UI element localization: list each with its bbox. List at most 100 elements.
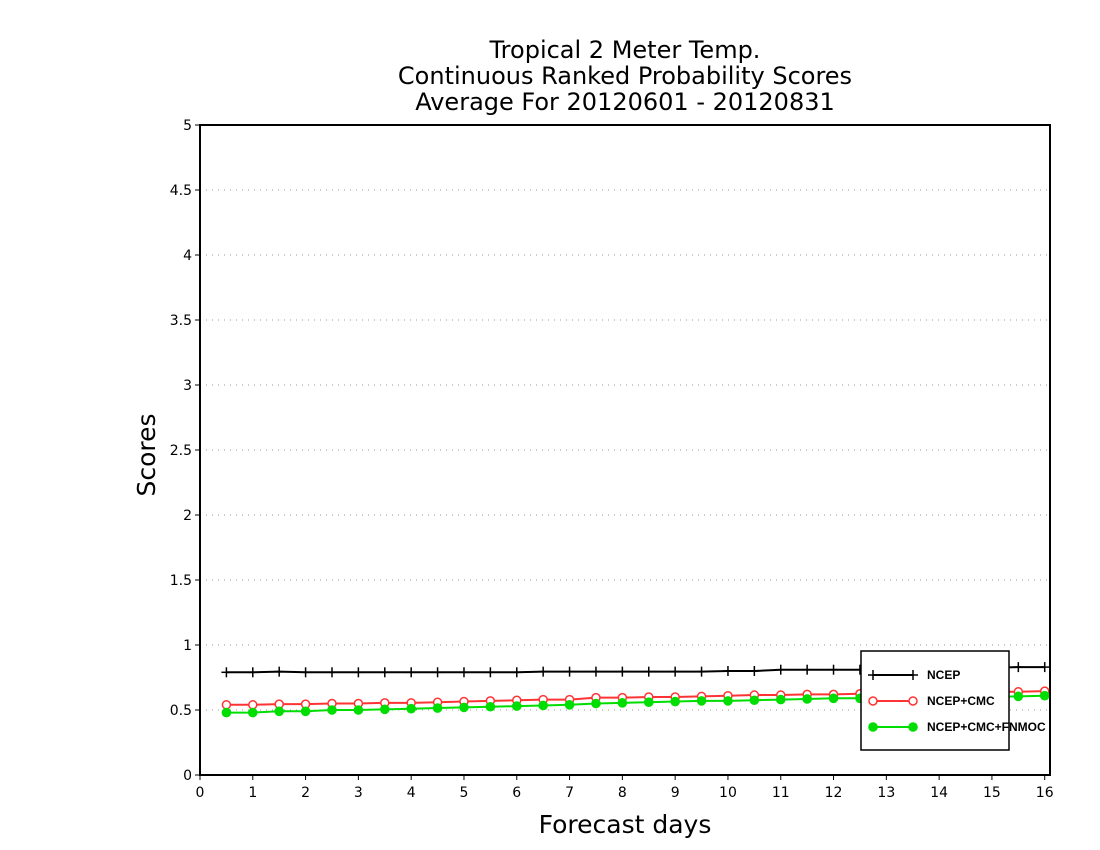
data-point-plus <box>538 666 549 677</box>
y-tick-label: 0 <box>183 768 192 784</box>
data-point-filled-circle <box>459 702 469 713</box>
chart-title-line-1: Tropical 2 Meter Temp. <box>489 36 761 64</box>
data-point-plus <box>590 666 601 677</box>
data-point-filled-circle <box>749 695 760 706</box>
data-point-plus <box>379 667 390 678</box>
data-point-filled-circle <box>908 722 918 732</box>
grid-lines <box>200 189 1050 711</box>
data-point-plus <box>749 666 760 676</box>
data-point-filled-circle <box>564 700 575 710</box>
x-tick-label: 10 <box>719 785 737 801</box>
data-point-filled-circle <box>696 696 707 706</box>
y-tick-label: 1 <box>183 638 192 654</box>
x-tick-label: 8 <box>618 785 627 801</box>
data-point-plus <box>643 666 654 677</box>
data-point-plus <box>221 667 232 678</box>
data-point-plus <box>511 667 522 678</box>
data-point-plus <box>300 667 311 678</box>
y-tick-label: 5 <box>183 118 192 134</box>
data-point-plus <box>722 666 733 676</box>
y-tick-label: 4.5 <box>170 183 192 199</box>
data-point-filled-circle <box>591 698 601 709</box>
data-point-filled-circle <box>1013 691 1024 702</box>
data-point-plus <box>802 664 813 675</box>
data-point-filled-circle <box>670 696 680 707</box>
data-point-open-circle <box>868 696 878 706</box>
x-tick-label: 16 <box>1036 785 1054 801</box>
data-point-plus <box>564 666 575 677</box>
chart-title-line-3: Average For 20120601 - 20120831 <box>415 88 835 116</box>
data-point-filled-circle <box>221 707 232 718</box>
data-point-filled-circle <box>247 707 258 718</box>
data-point-filled-circle <box>828 693 839 704</box>
x-tick-label: 12 <box>825 785 843 801</box>
y-tick-label: 2 <box>183 508 192 524</box>
x-tick-label: 4 <box>407 785 416 801</box>
chart-title: Tropical 2 Meter Temp. Continuous Ranked… <box>398 36 852 116</box>
x-axis-title: Forecast days <box>539 810 712 839</box>
y-axis-ticks: 0 0.5 1 1.5 2 2.5 3 3.5 4 4.5 5 <box>170 118 200 784</box>
data-point-plus <box>908 670 918 680</box>
data-point-plus <box>458 667 469 678</box>
x-tick-label: 2 <box>301 785 310 801</box>
y-tick-label: 2.5 <box>170 443 192 459</box>
data-point-filled-circle <box>406 703 416 714</box>
legend: NCEP NCEP+CMC NCEP+CMC+FNMOC <box>860 650 1046 751</box>
legend-entry: NCEP <box>868 668 960 682</box>
data-point-plus <box>670 666 681 677</box>
data-point-filled-circle <box>485 701 496 712</box>
data-point-filled-circle <box>300 706 311 717</box>
y-tick-label: 3 <box>183 378 192 394</box>
y-axis-title: Scores <box>132 413 161 496</box>
legend-label: NCEP+CMC+FNMOC <box>927 720 1046 734</box>
data-point-plus <box>617 666 628 677</box>
data-point-plus <box>696 666 707 677</box>
data-point-plus <box>432 667 443 678</box>
data-point-filled-circle <box>775 694 786 705</box>
data-point-filled-circle <box>327 705 337 715</box>
data-point-plus <box>353 667 364 678</box>
data-point-open-circle <box>248 700 258 710</box>
data-point-filled-circle <box>538 700 548 711</box>
data-point-open-circle <box>908 696 918 706</box>
data-point-plus <box>775 664 786 675</box>
x-tick-label: 15 <box>983 785 1001 801</box>
data-point-filled-circle <box>617 698 628 708</box>
data-point-plus <box>1013 662 1024 673</box>
x-tick-label: 6 <box>512 785 521 801</box>
data-point-plus <box>485 667 496 678</box>
data-point-filled-circle <box>379 704 390 715</box>
x-tick-label: 0 <box>196 785 205 801</box>
data-point-plus <box>1039 662 1050 673</box>
legend-entry: NCEP+CMC <box>868 694 995 708</box>
x-tick-label: 13 <box>877 785 895 801</box>
x-tick-label: 5 <box>460 785 469 801</box>
y-tick-label: 1.5 <box>170 573 192 589</box>
x-tick-label: 7 <box>565 785 574 801</box>
data-point-filled-circle <box>643 697 654 708</box>
y-tick-label: 4 <box>183 248 192 264</box>
data-point-plus <box>326 667 337 678</box>
data-point-filled-circle <box>274 706 284 717</box>
data-point-filled-circle <box>802 694 812 704</box>
x-tick-label: 14 <box>930 785 948 801</box>
x-axis-ticks: 0 1 2 3 4 5 6 7 8 9 10 11 12 13 14 15 16 <box>196 775 1054 801</box>
x-tick-label: 11 <box>772 785 790 801</box>
data-point-filled-circle <box>353 705 364 715</box>
legend-label: NCEP <box>927 668 960 682</box>
data-point-plus <box>868 670 878 680</box>
data-point-filled-circle <box>511 701 522 711</box>
legend-entry: NCEP+CMC+FNMOC <box>868 720 1046 734</box>
data-point-open-circle <box>221 700 232 710</box>
data-point-plus <box>406 667 417 678</box>
chart-title-line-2: Continuous Ranked Probability Scores <box>398 62 852 90</box>
data-point-plus <box>828 664 839 675</box>
data-point-plus <box>274 666 285 677</box>
x-tick-label: 1 <box>248 785 257 801</box>
data-point-plus <box>247 667 258 678</box>
x-tick-label: 9 <box>671 785 680 801</box>
y-tick-label: 0.5 <box>170 703 192 719</box>
x-tick-label: 3 <box>354 785 363 801</box>
data-point-filled-circle <box>432 703 443 713</box>
